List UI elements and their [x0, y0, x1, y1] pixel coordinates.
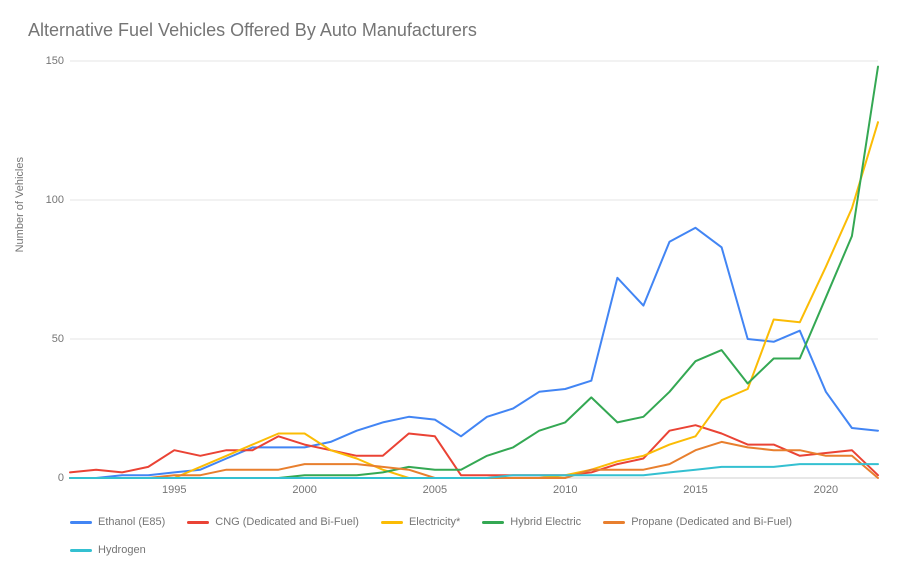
legend-item: CNG (Dedicated and Bi-Fuel) — [187, 516, 359, 528]
x-tick-label: 2005 — [423, 484, 447, 496]
legend-swatch — [603, 521, 625, 524]
legend-swatch — [70, 521, 92, 524]
legend-item: Ethanol (E85) — [70, 516, 165, 528]
legend-swatch — [70, 549, 92, 552]
legend: Ethanol (E85) CNG (Dedicated and Bi-Fuel)… — [24, 516, 886, 556]
legend-label: Ethanol (E85) — [98, 516, 165, 528]
legend-swatch — [187, 521, 209, 524]
legend-label: Electricity* — [409, 516, 460, 528]
series-line — [70, 122, 878, 478]
chart-title: Alternative Fuel Vehicles Offered By Aut… — [28, 20, 886, 41]
legend-item: Hydrogen — [70, 544, 146, 556]
y-tick-label: 100 — [46, 194, 64, 206]
plot-area: 050100150199520002005201020152020 — [70, 61, 878, 478]
x-tick-label: 2000 — [292, 484, 316, 496]
series-line — [70, 67, 878, 478]
chart-area: Number of Vehicles 050100150199520002005… — [24, 53, 886, 508]
legend-label: Hydrogen — [98, 544, 146, 556]
legend-item: Hybrid Electric — [482, 516, 581, 528]
y-tick-label: 50 — [52, 333, 64, 345]
x-tick-label: 1995 — [162, 484, 186, 496]
y-tick-label: 150 — [46, 55, 64, 67]
legend-swatch — [482, 521, 504, 524]
chart-svg — [70, 61, 878, 478]
legend-swatch — [381, 521, 403, 524]
y-tick-label: 0 — [58, 472, 64, 484]
x-tick-label: 2010 — [553, 484, 577, 496]
x-tick-label: 2015 — [683, 484, 707, 496]
legend-label: Propane (Dedicated and Bi-Fuel) — [631, 516, 792, 528]
legend-item: Propane (Dedicated and Bi-Fuel) — [603, 516, 792, 528]
series-line — [70, 442, 878, 478]
legend-label: CNG (Dedicated and Bi-Fuel) — [215, 516, 359, 528]
legend-label: Hybrid Electric — [510, 516, 581, 528]
y-axis-label: Number of Vehicles — [14, 156, 26, 251]
x-tick-label: 2020 — [814, 484, 838, 496]
legend-item: Electricity* — [381, 516, 460, 528]
series-line — [70, 228, 878, 478]
